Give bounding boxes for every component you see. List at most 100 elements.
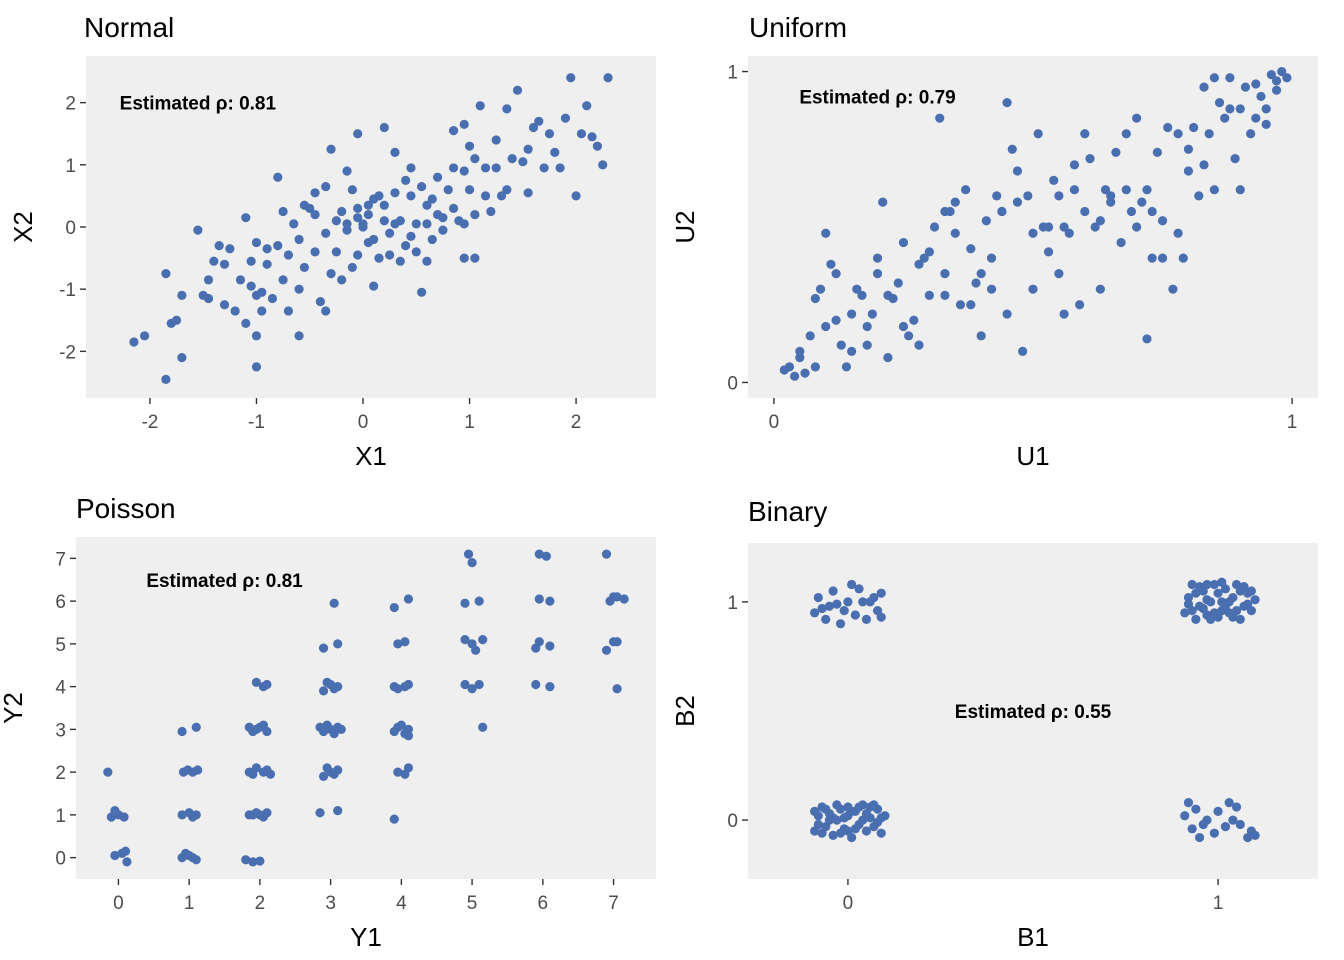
poisson-point: [336, 724, 346, 734]
normal-point: [289, 219, 299, 229]
uniform-point: [940, 269, 950, 279]
normal-point: [390, 188, 400, 198]
normal-point: [315, 297, 325, 307]
uniform-point: [800, 368, 810, 378]
poisson-point: [389, 602, 399, 613]
normal-point: [283, 306, 294, 316]
normal-point: [491, 163, 501, 173]
binary-point: [1194, 582, 1205, 592]
binary-point: [1235, 819, 1245, 830]
binary-y-axis-title: B2: [670, 695, 700, 727]
uniform-point: [862, 340, 872, 350]
poisson-point: [177, 810, 187, 820]
uniform-point: [966, 244, 976, 254]
poisson-point: [393, 767, 403, 777]
normal-point: [422, 200, 432, 210]
binary-point: [1209, 828, 1219, 838]
normal-point: [262, 259, 272, 269]
uniform-point: [1121, 185, 1131, 195]
poisson-y-tick-label: 3: [55, 720, 66, 741]
poisson-point: [251, 677, 261, 687]
normal-point: [331, 216, 341, 226]
poisson-point: [248, 857, 258, 867]
normal-point: [363, 209, 373, 220]
normal-point: [555, 163, 565, 173]
poisson-point: [460, 679, 470, 690]
normal-point: [166, 318, 176, 328]
uniform-point: [976, 269, 986, 279]
poisson-point: [333, 639, 343, 649]
uniform-point: [929, 222, 940, 232]
normal-point: [262, 244, 272, 254]
poisson-point: [329, 729, 339, 739]
poisson-point: [255, 722, 265, 732]
normal-point: [161, 374, 171, 384]
binary-point: [1202, 595, 1212, 605]
uniform-point: [1173, 228, 1183, 238]
normal-point: [507, 154, 517, 164]
uniform-point: [1178, 253, 1188, 263]
normal-point: [576, 129, 587, 139]
binary-point: [861, 826, 872, 836]
poisson-point: [478, 635, 488, 645]
poisson-point: [262, 679, 272, 690]
normal-point: [528, 122, 539, 133]
normal-point: [299, 200, 310, 210]
uniform-point: [1137, 197, 1147, 207]
normal-point: [358, 219, 368, 229]
poisson-point: [191, 810, 201, 820]
normal-point: [395, 256, 405, 266]
poisson-x-tick-label: 0: [113, 893, 124, 914]
normal-y-tick-label: 1: [65, 156, 76, 177]
uniform-point: [1225, 104, 1235, 114]
binary-point: [1231, 802, 1242, 812]
binary-point: [876, 612, 886, 622]
binary-point: [1213, 806, 1223, 816]
normal-point: [417, 181, 427, 192]
normal-x-tick-label: 1: [464, 412, 475, 433]
normal-point: [592, 141, 603, 151]
normal-point: [161, 269, 171, 279]
normal-point: [448, 163, 459, 173]
normal-point: [571, 191, 581, 201]
normal-point: [560, 113, 571, 123]
uniform-point: [810, 362, 820, 372]
uniform-point: [1266, 70, 1276, 80]
normal-x-axis-title: X1: [355, 441, 387, 471]
uniform-title: Uniform: [749, 12, 847, 43]
uniform-point: [919, 253, 929, 263]
normal-point: [363, 200, 373, 210]
uniform-point: [872, 253, 883, 263]
uniform-point: [904, 331, 914, 341]
normal-point: [310, 247, 320, 257]
normal-point: [459, 166, 469, 176]
normal-point: [347, 185, 357, 195]
normal-point: [379, 122, 389, 133]
uniform-point: [1183, 166, 1194, 176]
binary-point: [813, 819, 823, 830]
normal-point: [310, 209, 320, 220]
uniform-point: [966, 300, 976, 310]
binary-point: [1250, 830, 1260, 840]
binary-point: [847, 806, 857, 816]
uniform-point: [821, 228, 831, 238]
normal-point: [401, 175, 411, 185]
normal-point: [342, 219, 352, 229]
normal-point: [347, 262, 357, 273]
poisson-y-axis-title: Y2: [0, 692, 28, 724]
normal-point: [502, 104, 512, 114]
normal-point: [427, 194, 437, 204]
uniform-point: [1012, 166, 1023, 176]
normal-point: [337, 206, 347, 217]
uniform-point: [1002, 98, 1012, 108]
binary-y-tick-label: 0: [727, 811, 738, 832]
poisson-point: [318, 686, 329, 696]
poisson-point: [403, 679, 414, 690]
binary-point: [1198, 603, 1208, 614]
uniform-point: [1235, 185, 1245, 195]
uniform-point: [1054, 191, 1064, 201]
uniform-point: [1095, 216, 1105, 226]
normal-point: [251, 237, 262, 248]
uniform-point: [940, 206, 950, 217]
